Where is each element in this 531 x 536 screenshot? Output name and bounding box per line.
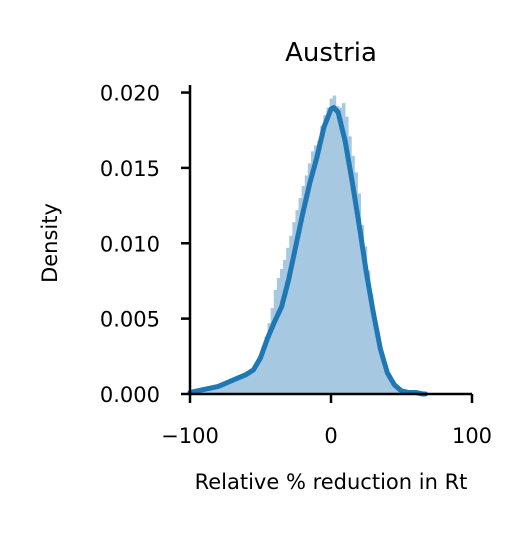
histogram-bar — [301, 185, 306, 394]
histogram-bar — [273, 290, 278, 394]
histogram-bar — [292, 222, 296, 394]
histogram-bar — [236, 375, 241, 394]
histogram-bar — [283, 259, 287, 394]
histogram-bar — [233, 377, 237, 394]
histogram-bar — [224, 381, 228, 394]
histogram-bar — [382, 362, 386, 394]
x-tick-label: 0 — [324, 424, 337, 448]
histogram-bar — [295, 210, 299, 394]
histogram-bar — [376, 330, 380, 394]
histogram-bar — [217, 384, 222, 394]
axes-layer: −100 0 100 0.000 0.005 0.010 0.015 0.020 — [100, 82, 492, 448]
x-axis-label: Relative % reduction in Rt — [195, 470, 468, 494]
kde-line — [187, 105, 428, 397]
histogram-bar — [286, 247, 290, 394]
histogram-bar — [255, 362, 259, 394]
histogram-bar — [332, 95, 337, 395]
histogram-bar — [391, 384, 396, 394]
histogram-bar — [323, 115, 327, 395]
histogram-bar — [388, 378, 393, 394]
histogram-bar — [373, 317, 377, 394]
histogram-bar — [279, 268, 284, 394]
y-tick-label: 0.005 — [100, 308, 160, 332]
histogram-bar — [214, 386, 219, 394]
y-tick-label: 0.020 — [100, 82, 160, 106]
chart-title: Austria — [285, 38, 377, 68]
histogram-bar — [227, 380, 231, 394]
histogram-bar — [394, 387, 399, 394]
histogram-bar — [369, 294, 374, 394]
histogram-bar — [258, 356, 262, 394]
histogram-bar — [351, 155, 355, 394]
histogram-bar — [317, 140, 321, 394]
histogram-bar — [304, 175, 309, 394]
histogram-layer — [190, 95, 408, 395]
histogram-bar — [248, 369, 253, 394]
histogram-bar — [242, 372, 247, 394]
histogram-bar — [267, 323, 272, 394]
histogram-bar — [252, 366, 256, 394]
histogram-bar — [314, 145, 318, 394]
histogram-bar — [360, 225, 365, 394]
histogram-bar — [329, 98, 334, 394]
histogram-bar — [363, 246, 368, 394]
x-tick-label: −100 — [161, 424, 219, 448]
histogram-bar — [326, 107, 330, 395]
histogram-bar — [320, 125, 324, 394]
histogram-bar — [354, 172, 358, 394]
histogram-bar — [379, 347, 383, 394]
histogram-bar — [245, 371, 250, 394]
histogram-bar — [310, 151, 315, 394]
histogram-bar — [385, 372, 389, 394]
histogram-bar — [211, 387, 216, 394]
histogram-bar — [335, 106, 340, 394]
kde-layer — [187, 105, 428, 397]
y-tick-label: 0.000 — [100, 383, 160, 407]
histogram-bar — [270, 308, 275, 394]
y-tick-label: 0.015 — [100, 157, 160, 181]
histogram-bar — [345, 116, 349, 395]
histogram-bar — [357, 193, 362, 394]
histogram-bar — [298, 198, 303, 394]
histogram-bar — [261, 347, 265, 394]
x-tick-label: 100 — [452, 424, 492, 448]
histogram-bar — [230, 378, 234, 394]
histogram-bar — [366, 270, 371, 394]
histogram-bar — [276, 277, 281, 394]
y-axis-label: Density — [38, 203, 62, 283]
histogram-bar — [239, 374, 244, 394]
histogram-bar — [264, 336, 268, 394]
histogram-bar — [342, 103, 346, 394]
y-tick-label: 0.010 — [100, 232, 160, 256]
histogram-bar — [221, 383, 225, 394]
histogram-bar — [348, 136, 352, 394]
histogram-bar — [338, 107, 343, 395]
histogram-bar — [205, 389, 210, 394]
histogram-bar — [289, 235, 293, 394]
histogram-bar — [307, 163, 312, 394]
histogram-bar — [208, 387, 213, 394]
